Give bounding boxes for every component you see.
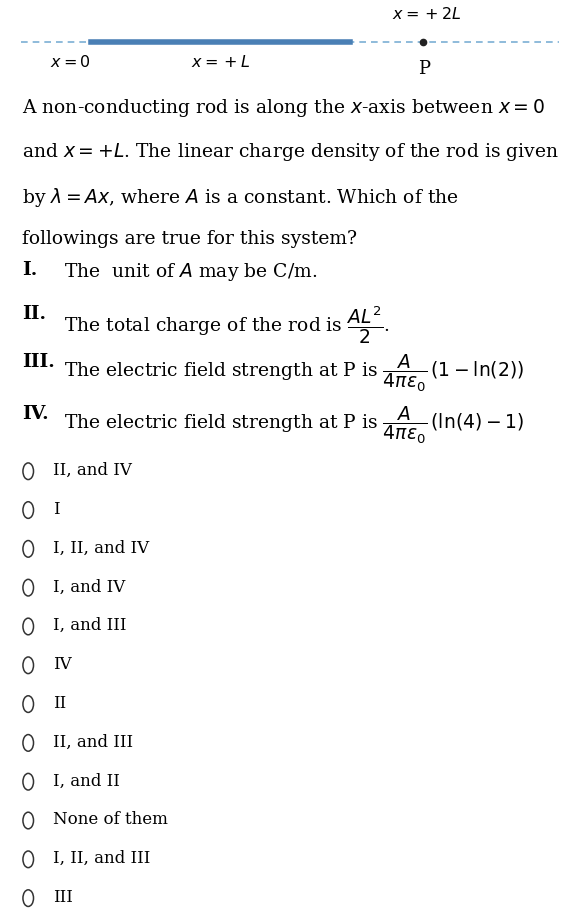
Text: and $x{=}{+}L$. The linear charge density of the rod is given: and $x{=}{+}L$. The linear charge densit… <box>22 141 559 164</box>
Text: II, and III: II, and III <box>53 734 133 750</box>
Text: followings are true for this system?: followings are true for this system? <box>22 230 358 248</box>
Text: I: I <box>53 501 59 517</box>
Text: A non-conducting rod is along the $x$-axis between $x{=}0$: A non-conducting rod is along the $x$-ax… <box>22 97 545 119</box>
Text: None of them: None of them <box>53 811 168 828</box>
Text: $x=+2L$: $x=+2L$ <box>392 6 461 23</box>
Text: I, II, and IV: I, II, and IV <box>53 540 149 556</box>
Text: $x=+L$: $x=+L$ <box>191 54 250 70</box>
Text: $x=0$: $x=0$ <box>51 54 91 70</box>
Text: I.: I. <box>22 261 38 278</box>
Text: I, II, and III: I, II, and III <box>53 850 151 867</box>
Text: IV: IV <box>53 656 72 673</box>
Text: IV.: IV. <box>22 405 49 422</box>
Text: I, and II: I, and II <box>53 772 120 789</box>
Text: I, and III: I, and III <box>53 617 126 634</box>
Text: P: P <box>419 60 430 78</box>
Text: The total charge of the rod is $\dfrac{AL^2}{2}$.: The total charge of the rod is $\dfrac{A… <box>64 305 389 346</box>
Text: II: II <box>53 695 66 711</box>
Text: III.: III. <box>22 353 55 371</box>
Text: II, and IV: II, and IV <box>53 462 132 479</box>
Text: The electric field strength at P is $\dfrac{A}{4\pi\varepsilon_0}\,(1 - \ln(2))$: The electric field strength at P is $\df… <box>64 353 524 395</box>
Text: The electric field strength at P is $\dfrac{A}{4\pi\varepsilon_0}\,(\ln(4) - 1)$: The electric field strength at P is $\df… <box>64 405 524 446</box>
Text: I, and IV: I, and IV <box>53 578 125 595</box>
Text: III: III <box>53 889 73 906</box>
Text: The  unit of $A$ may be C/m.: The unit of $A$ may be C/m. <box>64 261 317 283</box>
Text: II.: II. <box>22 305 46 322</box>
Text: by $\lambda = Ax$, where $A$ is a constant. Which of the: by $\lambda = Ax$, where $A$ is a consta… <box>22 186 459 209</box>
